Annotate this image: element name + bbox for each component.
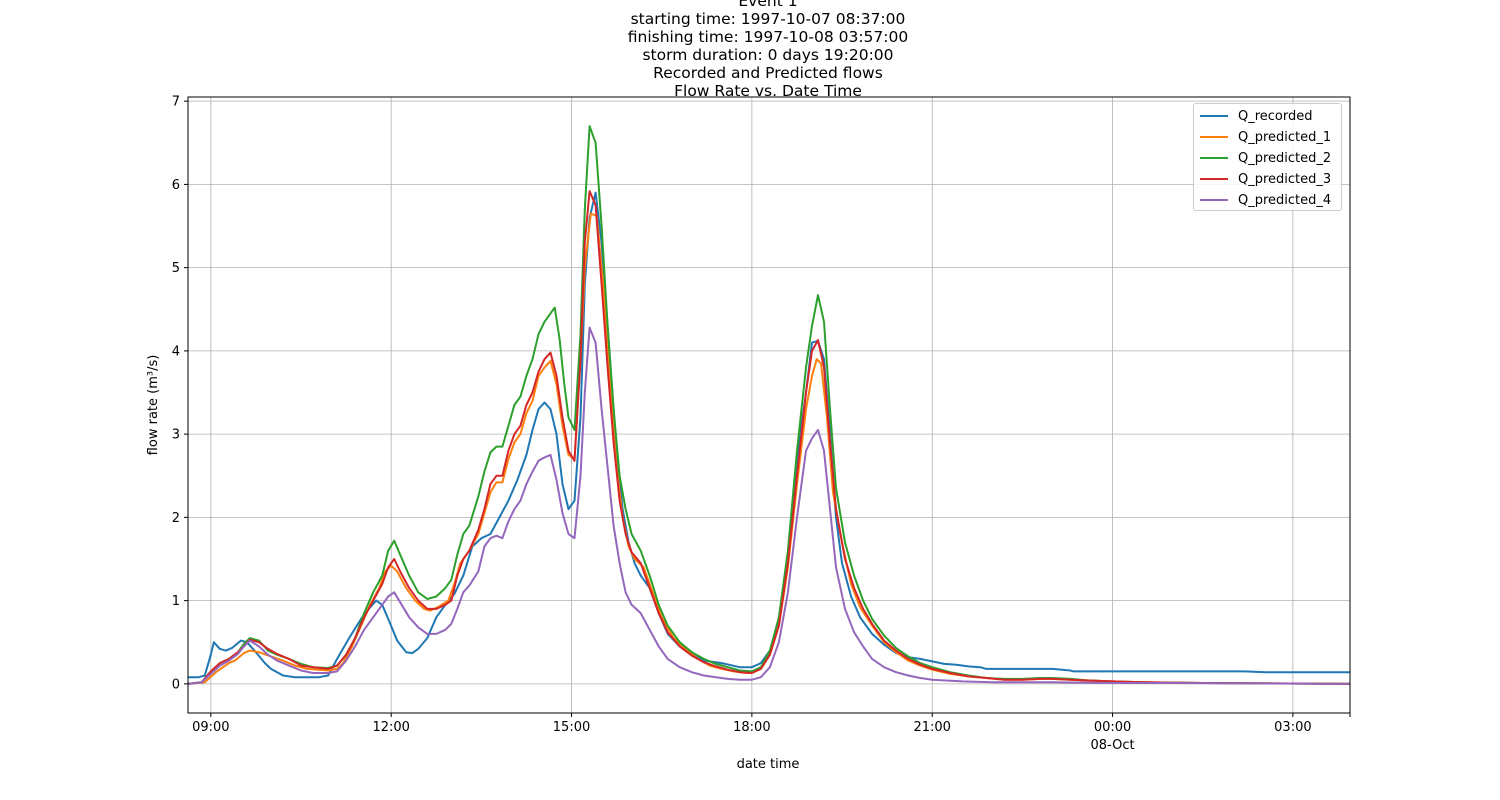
legend-swatch [1200,178,1228,180]
y-axis-label: flow rate (m³/s) [146,355,161,456]
title-line: Event 1 [738,0,798,10]
y-tick-label: 5 [172,261,180,276]
title-line: storm duration: 0 days 19:20:00 [642,46,894,64]
x-tick-label: 12:00 [372,720,409,735]
axis-ticks: 0 1 2 3 4 5 6 7 09:00 12:00 15:00 18:00 21:00 00:00 08… [172,95,1351,753]
legend-swatch [1200,157,1228,159]
legend-label: Q_predicted_4 [1238,192,1332,208]
x-tick-label: 00:00 [1094,720,1131,735]
x-tick-label: 03:00 [1274,720,1311,735]
series-group [187,125,1351,685]
x-tick-sublabel: 08-Oct [1091,738,1135,753]
plot-frame [187,96,1351,714]
legend-swatch [1200,199,1228,201]
legend-swatch [1200,115,1228,117]
legend-item: Q_predicted_1 [1200,129,1331,145]
y-tick-label: 3 [172,428,180,443]
legend-item: Q_predicted_4 [1200,192,1331,208]
legend-label: Q_predicted_2 [1238,150,1332,166]
title-line: finishing time: 1997-10-08 03:57:00 [627,28,909,46]
x-tick-label: 15:00 [553,720,590,735]
y-tick-label: 7 [172,95,180,110]
x-tick-label: 21:00 [913,720,950,735]
y-tick-label: 4 [172,344,180,359]
series-line-Q_predicted_1 [187,212,1351,685]
x-axis-label: date time [737,757,800,772]
y-tick-label: 6 [172,178,180,193]
x-tick-label: 18:00 [733,720,770,735]
title-line: Flow Rate vs. Date Time [674,82,862,100]
legend: Q_recorded Q_predicted_1 Q_predicted_2 Q… [1193,103,1342,211]
y-tick-label: 0 [172,677,180,692]
series-line-Q_recorded [188,191,1350,679]
legend-item: Q_recorded [1200,108,1313,124]
legend-item: Q_predicted_2 [1200,150,1331,166]
legend-label: Q_predicted_1 [1238,129,1332,145]
title-line: Recorded and Predicted flows [653,64,883,82]
series-line-Q_predicted_4 [187,326,1351,685]
x-tick-label: 09:00 [192,720,229,735]
y-tick-label: 2 [172,511,180,526]
series-line-Q_predicted_3 [187,190,1351,685]
title-line: starting time: 1997-10-07 08:37:00 [630,10,906,28]
legend-swatch [1200,136,1228,138]
legend-label: Q_recorded [1238,108,1313,124]
legend-item: Q_predicted_3 [1200,171,1331,187]
y-tick-label: 1 [172,594,180,609]
chart-title: Event 1 starting time: 1997-10-07 08:37:… [0,0,1500,100]
legend-label: Q_predicted_3 [1238,171,1332,187]
